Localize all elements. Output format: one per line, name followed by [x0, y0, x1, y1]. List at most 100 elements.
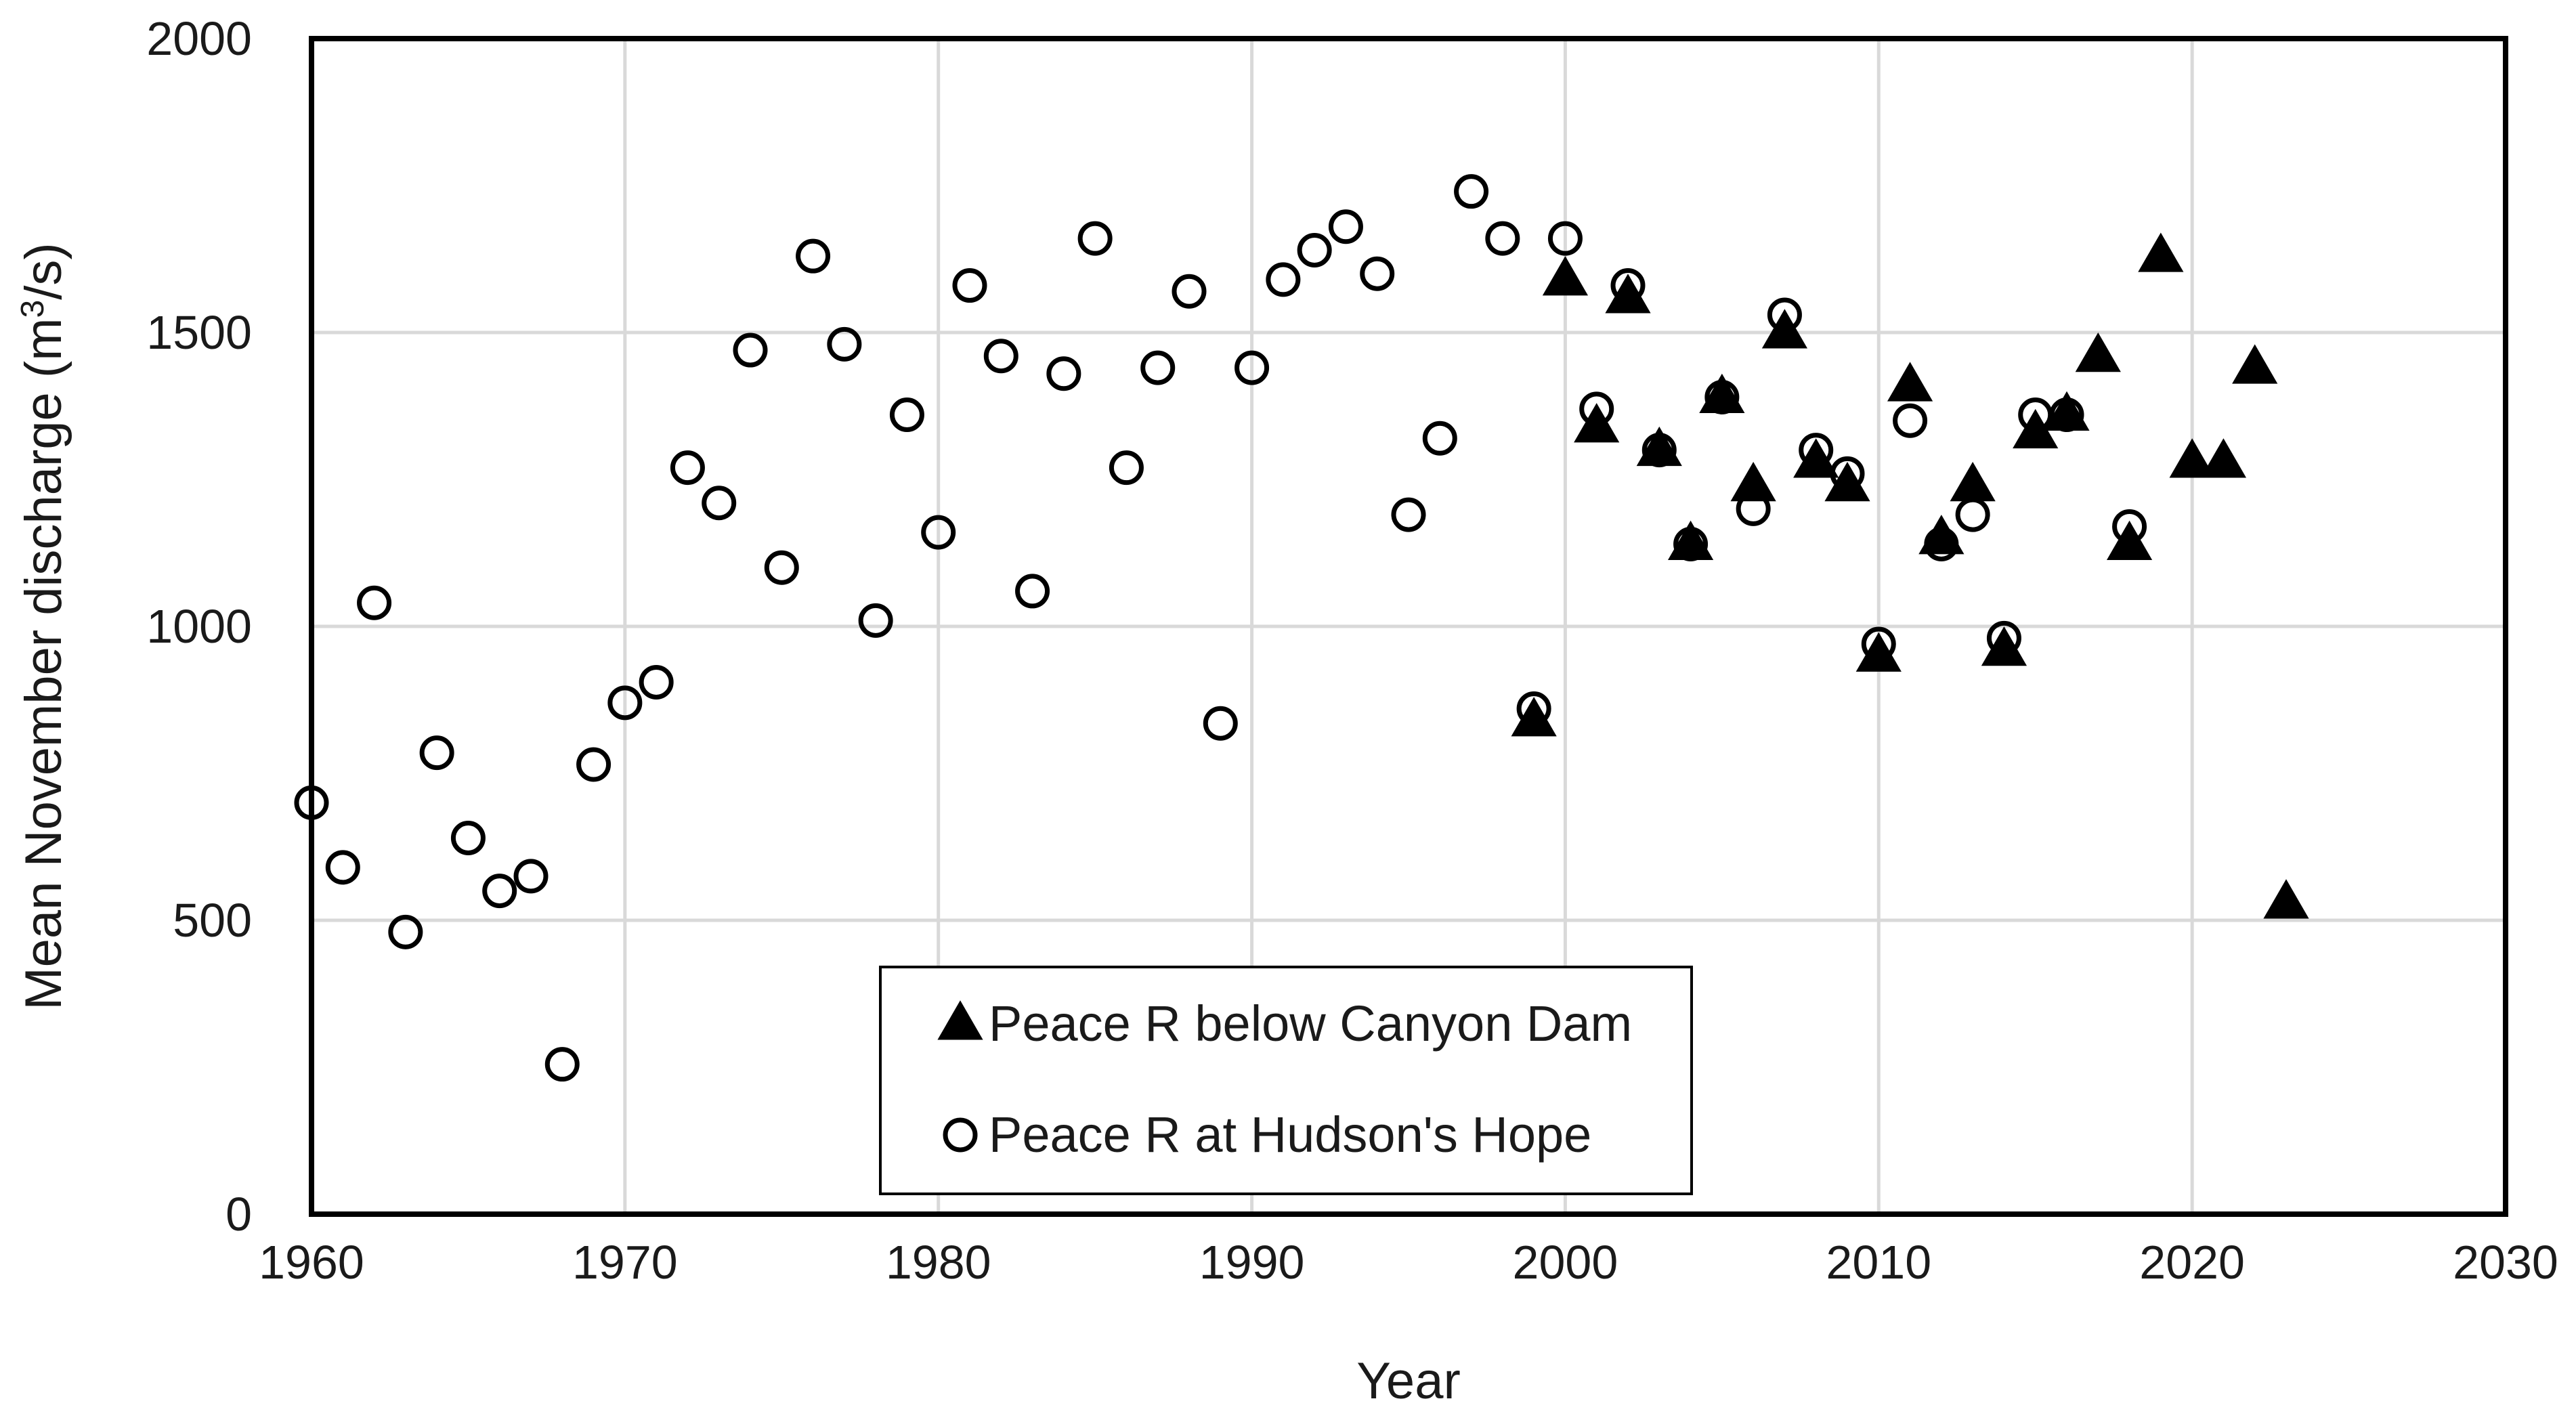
circle-point: [702, 486, 737, 521]
x-tick-label: 2010: [1826, 1236, 1931, 1289]
legend-triangle-marker: [937, 1000, 983, 1040]
circle-point: [1641, 433, 1677, 468]
circle-point: [1235, 350, 1270, 385]
circle-point: [1516, 691, 1551, 727]
y-axis-title-main: Mean November discharge (m: [15, 318, 72, 1010]
circle-point: [482, 874, 517, 909]
triangle-point: [1824, 461, 1870, 502]
circle-point: [1986, 620, 2021, 656]
triangle-point: [1793, 438, 1839, 478]
circle-point: [921, 515, 956, 550]
y-tick-label: 2000: [146, 12, 252, 65]
triangle-point: [1542, 256, 1589, 296]
x-tick-label: 2020: [2139, 1236, 2245, 1289]
circle-point: [388, 914, 423, 949]
triangle-point: [1605, 274, 1651, 314]
circle-point: [450, 820, 486, 855]
x-tick-label: 1970: [572, 1236, 678, 1289]
circle-point: [952, 268, 987, 303]
x-tick-label: 2000: [1513, 1236, 1618, 1289]
circle-point: [1704, 379, 1740, 414]
circle-point: [325, 850, 360, 885]
circle-point: [1830, 456, 1865, 491]
y-tick-label: 500: [173, 894, 252, 947]
circle-point: [576, 747, 611, 782]
circle-point: [639, 664, 674, 700]
circle-point: [827, 326, 862, 362]
y-axis-title: Mean November discharge (m3/s): [15, 242, 73, 1010]
legend-circle-marker: [943, 1117, 978, 1153]
circle-point: [1328, 209, 1363, 244]
triangle-point: [2138, 232, 2184, 272]
y-tick-label: 1500: [146, 306, 252, 359]
circle-point: [1485, 221, 1520, 256]
circle-point: [670, 450, 705, 486]
x-axis-title: Year: [1356, 1352, 1461, 1410]
circle-point: [983, 339, 1018, 374]
circle-point: [1736, 491, 1771, 526]
triangle-point: [2200, 438, 2247, 478]
circle-point: [419, 735, 454, 771]
y-tick-labels: 0 500 1000 1500 2000: [146, 12, 252, 1241]
triangle-point: [2169, 438, 2215, 478]
triangle-point: [2263, 879, 2309, 919]
y-axis-title-end: /s): [15, 242, 72, 299]
circle-point: [2049, 398, 2084, 433]
legend: Peace R below Canyon Dam Peace R at Huds…: [879, 966, 1693, 1195]
x-tick-label: 1990: [1199, 1236, 1305, 1289]
circle-point: [2112, 509, 2147, 544]
circle-point: [1893, 403, 1928, 438]
circle-point: [1297, 232, 1332, 267]
circle-point: [764, 550, 799, 585]
circle-point: [1673, 526, 1709, 561]
circle-point: [1109, 450, 1144, 486]
circle-point: [513, 859, 549, 894]
circle-point: [357, 585, 392, 620]
legend-label-hudsons-hope: Peace R at Hudson's Hope: [989, 1107, 1591, 1163]
circle-point: [1955, 497, 1990, 532]
triangle-point: [1855, 632, 1902, 672]
series-hudsons-hope-markers: [294, 174, 2147, 1082]
circle-point: [1422, 421, 1457, 456]
circle-point: [607, 685, 643, 721]
circle-point: [1547, 221, 1583, 256]
circle-point: [1454, 174, 1489, 209]
legend-box: [879, 966, 1693, 1195]
circle-point: [858, 603, 893, 638]
y-tick-label: 1000: [146, 600, 252, 653]
x-tick-labels: 1960 1970 1980 1990 2000 2010 2020 2030: [259, 1236, 2558, 1289]
triangle-point: [1981, 626, 2027, 666]
triangle-point: [1950, 461, 1996, 502]
circle-point: [889, 398, 924, 433]
circle-point: [1077, 221, 1113, 256]
triangle-point: [1730, 461, 1776, 502]
circle-point: [1140, 350, 1176, 385]
x-tick-label: 1980: [886, 1236, 991, 1289]
y-tick-label: 0: [226, 1188, 252, 1241]
circle-point: [796, 238, 831, 274]
triangle-point: [2075, 332, 2121, 372]
triangle-point: [2232, 344, 2278, 384]
y-axis-title-superscript: 3: [15, 300, 51, 318]
x-tick-label: 2030: [2453, 1236, 2558, 1289]
circle-point: [1015, 574, 1050, 609]
circle-point: [1172, 274, 1207, 309]
triangle-point: [1887, 362, 1933, 402]
circle-point: [1391, 497, 1426, 532]
circle-point: [1266, 262, 1301, 297]
triangle-point: [1511, 697, 1557, 737]
circle-point: [1767, 297, 1802, 332]
circle-point: [1861, 626, 1896, 662]
triangle-point: [1918, 515, 1965, 555]
legend-label-canyon-dam: Peace R below Canyon Dam: [989, 995, 1632, 1052]
circle-point: [1360, 256, 1395, 291]
circle-point: [733, 332, 768, 368]
circle-point: [1924, 526, 1959, 561]
circle-point: [1610, 268, 1646, 303]
circle-point: [1579, 391, 1614, 427]
plot-area-frame: [309, 36, 2508, 1217]
circle-point: [1203, 706, 1238, 741]
circle-point: [544, 1047, 580, 1082]
